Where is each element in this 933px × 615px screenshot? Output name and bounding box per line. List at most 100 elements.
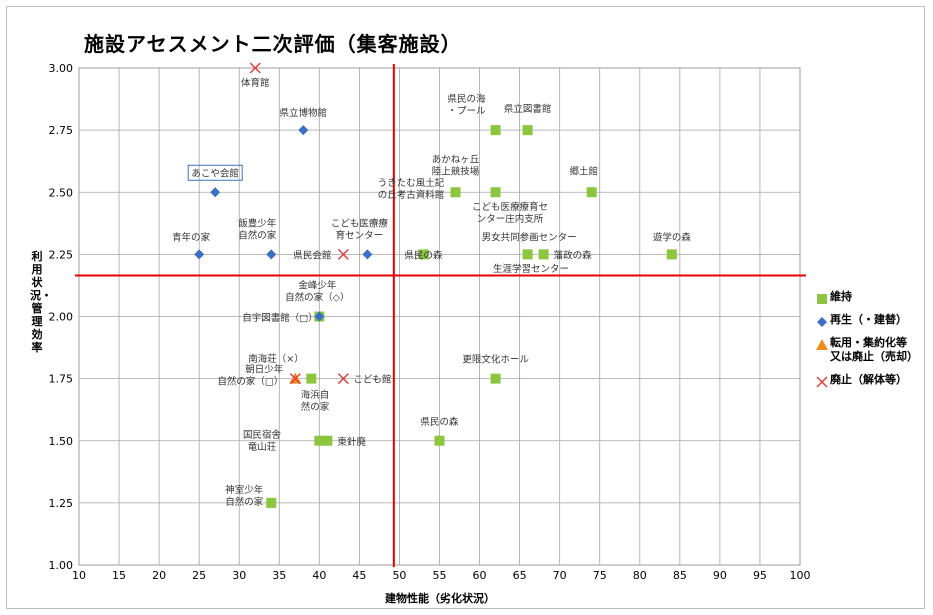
legend-label: 維持 — [830, 290, 852, 303]
legend-marker-shape — [817, 294, 827, 304]
point-label-line: こども医療療 — [331, 217, 389, 229]
point-label: 男女共同参画センター — [482, 231, 577, 243]
point-label: 県民の海・プール — [448, 93, 487, 117]
point-label-line: 県民の海 — [448, 93, 487, 105]
legend-marker — [816, 339, 828, 350]
point-label: こども館 — [353, 374, 391, 386]
annotation-line: 海浜自 — [301, 389, 330, 401]
point-label-line: 神室少年 — [225, 484, 264, 496]
point-label-line: 陸上競技場 — [432, 165, 480, 177]
y-tick-label: 3.00 — [49, 62, 74, 75]
highlight-box — [187, 164, 243, 181]
point-label-line: 県立図書館 — [504, 103, 552, 115]
annotation-label: 国民宿舎竜山荘 — [243, 429, 282, 453]
y-tick-label: 1.25 — [49, 497, 74, 510]
annotation-label: 海浜自然の家 — [301, 389, 330, 413]
annotation-line: 然の家 — [301, 401, 330, 413]
point-square — [418, 249, 429, 260]
point-label: 県民会館 — [293, 249, 331, 261]
point-label: 県立図書館 — [504, 103, 552, 115]
point-x — [289, 373, 301, 385]
point-square — [490, 187, 501, 198]
legend-marker — [817, 294, 827, 304]
x-tick-label: 45 — [352, 569, 366, 582]
annotation-line: うきたむ風土記 — [378, 177, 445, 189]
x-stroke — [816, 376, 828, 388]
y-tick-label: 2.50 — [49, 186, 74, 199]
point-label-line: 自然の家（□） — [217, 376, 283, 388]
x-tick-label: 15 — [112, 569, 126, 582]
x-tick-label: 70 — [553, 569, 567, 582]
point-label-line: 藩政の森 — [554, 249, 593, 261]
point-diamond — [362, 249, 373, 260]
point-label-line: ・プール — [448, 106, 487, 117]
point-label-line: 東針廃 — [337, 436, 366, 448]
point-label-line: 青年の家 — [172, 231, 211, 243]
x-tick-label: 40 — [312, 569, 326, 582]
x-tick-label: 75 — [593, 569, 607, 582]
y-tick-label: 1.75 — [49, 373, 74, 386]
legend-marker-shape — [816, 376, 828, 388]
annotation-line: 南海荘（×） — [248, 353, 303, 365]
point-diamond — [210, 187, 221, 198]
annotation-line: 生涯学習センター — [493, 263, 569, 275]
legend-marker — [816, 376, 828, 388]
x-tick-label: 35 — [272, 569, 286, 582]
point-label-line: 更限文化ホール — [462, 354, 529, 366]
point-square — [490, 125, 501, 136]
point-label: 郷土館 — [569, 165, 598, 177]
point-label-line: 自然の家 — [238, 229, 277, 241]
point-label: こども医療療育センター — [331, 217, 389, 241]
annotation-line: 自宇図書館（□） — [242, 312, 317, 324]
point-label-line: 飯豊少年 — [238, 217, 277, 229]
x-tick-label: 65 — [513, 569, 527, 582]
legend-item: 維持 — [816, 290, 918, 304]
legend-label: 廃止（解体等） — [830, 373, 907, 386]
point-label: 東針廃 — [337, 436, 366, 448]
point-label-line: 遊学の森 — [653, 231, 692, 243]
point-label: あこや会館 — [191, 167, 239, 179]
annotation-line: の丘考古資料館 — [378, 189, 445, 201]
legend-item: 廃止（解体等） — [816, 373, 918, 388]
point-diamond — [298, 125, 309, 136]
point-label: 飯豊少年自然の家 — [238, 217, 277, 241]
point-label: あかねヶ丘陸上競技場 — [432, 154, 480, 177]
x-stroke — [289, 373, 301, 385]
point-label-line: 朝日少年 — [245, 364, 284, 376]
legend-label: 再生（・建替） — [830, 313, 907, 326]
legend-marker-shape — [816, 339, 828, 350]
point-square — [322, 435, 333, 446]
point-label: 県立博物館 — [280, 107, 328, 119]
annotation-line: 竜山荘 — [248, 441, 277, 453]
y-tick-label: 1.00 — [49, 559, 74, 572]
point-label-line: 県民の森 — [420, 416, 459, 428]
point-label: 体育館 — [241, 77, 270, 89]
y-tick-label: 1.50 — [49, 435, 74, 448]
point-x — [249, 62, 261, 74]
x-tick-label: 95 — [753, 569, 767, 582]
point-diamond — [194, 249, 205, 260]
point-label-line: 県民の森 — [404, 249, 443, 261]
point-square — [450, 187, 461, 198]
point-square — [522, 249, 533, 260]
point-x — [337, 248, 349, 260]
x-stroke — [249, 62, 261, 74]
point-label: 更限文化ホール — [462, 354, 529, 366]
point-label: 金峰少年自然の家（◇） — [285, 280, 349, 304]
point-x — [337, 373, 349, 385]
point-label-line: 体育館 — [241, 77, 270, 89]
point-label: 青年の家 — [172, 231, 211, 243]
annotation-line: ンター庄内支所 — [477, 213, 544, 225]
point-square — [586, 187, 597, 198]
annotation-label: 生涯学習センター — [493, 263, 569, 275]
legend: 維持 再生（・建替） 転用・集約化等 又は廃止（売却） 廃止（解体等） — [816, 290, 918, 396]
point-label-line: あかねヶ丘 — [432, 154, 480, 165]
x-tick-label: 80 — [633, 569, 647, 582]
point-label: 県民の森 — [420, 416, 459, 428]
point-label-line: 郷土館 — [569, 165, 598, 177]
point-diamond — [314, 311, 325, 322]
point-label: 県民の森 — [404, 249, 443, 261]
x-tick-label: 25 — [192, 569, 206, 582]
y-tick-label: 2.75 — [49, 124, 74, 137]
